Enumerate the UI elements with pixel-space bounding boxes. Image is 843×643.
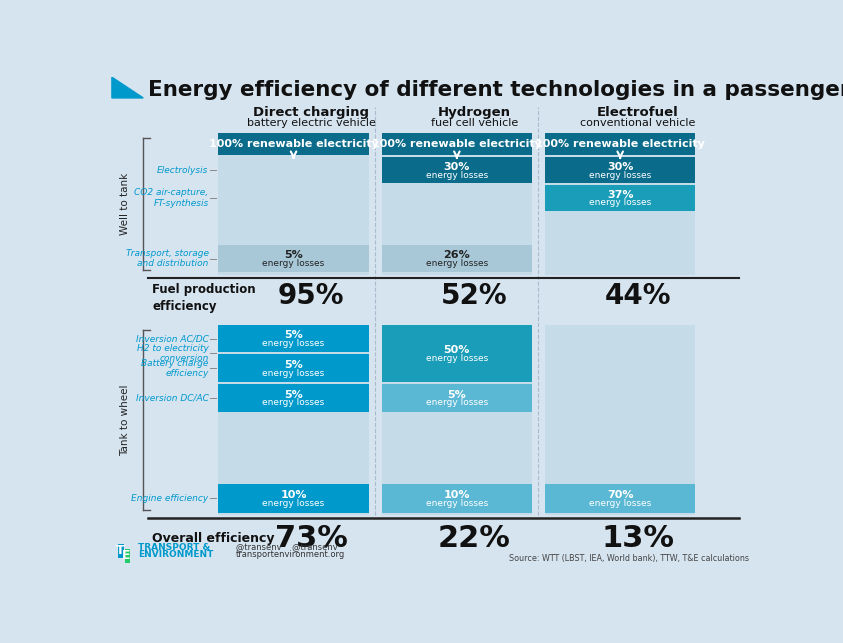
Text: 5%: 5%: [284, 360, 303, 370]
FancyBboxPatch shape: [382, 132, 532, 275]
FancyBboxPatch shape: [382, 384, 532, 412]
Text: transportenvironment.org: transportenvironment.org: [236, 550, 346, 559]
Text: energy losses: energy losses: [589, 170, 652, 179]
Text: energy losses: energy losses: [262, 339, 325, 348]
Text: Tank to wheel: Tank to wheel: [120, 385, 130, 456]
Text: 22%: 22%: [438, 524, 511, 553]
Text: Transport, storage
and distribution: Transport, storage and distribution: [126, 249, 208, 268]
Text: 50%: 50%: [443, 345, 470, 355]
Text: Fuel production
efficiency: Fuel production efficiency: [153, 284, 256, 314]
FancyBboxPatch shape: [218, 384, 368, 412]
FancyBboxPatch shape: [125, 548, 130, 563]
Text: H2 to electricity
conversion: H2 to electricity conversion: [137, 344, 208, 363]
Text: Electrolysis: Electrolysis: [158, 166, 208, 175]
Text: energy losses: energy losses: [426, 259, 488, 268]
Text: 30%: 30%: [443, 162, 470, 172]
Text: T: T: [115, 545, 124, 557]
Text: energy losses: energy losses: [426, 354, 488, 363]
Text: 5%: 5%: [284, 390, 303, 399]
Text: Inversion DC/AC: Inversion DC/AC: [136, 394, 208, 403]
Text: energy losses: energy losses: [589, 499, 652, 508]
Text: 5%: 5%: [284, 250, 303, 260]
Text: Engine efficiency: Engine efficiency: [132, 494, 208, 503]
FancyBboxPatch shape: [545, 185, 695, 211]
Text: Overall efficiency: Overall efficiency: [153, 532, 275, 545]
FancyBboxPatch shape: [218, 245, 368, 272]
Text: 5%: 5%: [284, 330, 303, 340]
FancyBboxPatch shape: [545, 484, 695, 513]
FancyBboxPatch shape: [382, 325, 532, 515]
FancyBboxPatch shape: [218, 132, 368, 275]
Polygon shape: [112, 77, 143, 98]
Text: Well to tank: Well to tank: [120, 173, 130, 235]
Text: conventional vehicle: conventional vehicle: [580, 118, 695, 128]
FancyBboxPatch shape: [382, 158, 532, 183]
Text: energy losses: energy losses: [426, 399, 488, 408]
Text: 100% renewable electricity: 100% renewable electricity: [372, 139, 542, 149]
Text: battery electric vehicle: battery electric vehicle: [247, 118, 376, 128]
FancyBboxPatch shape: [218, 132, 368, 156]
Text: 95%: 95%: [278, 282, 345, 311]
FancyBboxPatch shape: [218, 354, 368, 382]
Text: 10%: 10%: [280, 490, 307, 500]
FancyBboxPatch shape: [218, 325, 368, 352]
Text: energy losses: energy losses: [262, 499, 325, 508]
Text: energy losses: energy losses: [426, 170, 488, 179]
Text: E: E: [122, 549, 131, 563]
FancyBboxPatch shape: [545, 132, 695, 275]
FancyBboxPatch shape: [382, 325, 532, 382]
FancyBboxPatch shape: [382, 245, 532, 272]
FancyBboxPatch shape: [218, 484, 368, 513]
FancyBboxPatch shape: [382, 484, 532, 513]
Text: 30%: 30%: [607, 162, 633, 172]
Text: Inversion AC/DC: Inversion AC/DC: [136, 334, 208, 343]
Text: CO2 air-capture,
FT-synthesis: CO2 air-capture, FT-synthesis: [135, 188, 208, 208]
Text: @transenv    @transenv: @transenv @transenv: [236, 543, 338, 552]
FancyBboxPatch shape: [382, 132, 532, 156]
Text: energy losses: energy losses: [262, 259, 325, 268]
Text: ENVIRONMENT: ENVIRONMENT: [138, 550, 213, 559]
FancyBboxPatch shape: [545, 132, 695, 156]
Text: 13%: 13%: [601, 524, 674, 553]
FancyBboxPatch shape: [118, 543, 124, 558]
Text: 70%: 70%: [607, 490, 633, 500]
Text: Hydrogen: Hydrogen: [438, 106, 511, 120]
Text: Source: WTT (LBST, IEA, World bank), TTW, T&E calculations: Source: WTT (LBST, IEA, World bank), TTW…: [509, 554, 749, 563]
Text: 37%: 37%: [607, 190, 633, 199]
Text: 100% renewable electricity: 100% renewable electricity: [208, 139, 379, 149]
FancyBboxPatch shape: [545, 158, 695, 183]
Text: energy losses: energy losses: [262, 399, 325, 408]
Text: 52%: 52%: [441, 282, 507, 311]
FancyBboxPatch shape: [218, 325, 368, 515]
FancyBboxPatch shape: [545, 325, 695, 515]
Text: 5%: 5%: [448, 390, 466, 399]
Text: Electrofuel: Electrofuel: [597, 106, 679, 120]
Text: energy losses: energy losses: [426, 499, 488, 508]
Text: 73%: 73%: [275, 524, 347, 553]
Text: energy losses: energy losses: [589, 199, 652, 208]
Text: 10%: 10%: [443, 490, 470, 500]
Text: Battery charge
efficiency: Battery charge efficiency: [142, 359, 208, 378]
Text: 44%: 44%: [604, 282, 671, 311]
Text: 100% renewable electricity: 100% renewable electricity: [535, 139, 705, 149]
Text: fuel cell vehicle: fuel cell vehicle: [431, 118, 518, 128]
Text: Energy efficiency of different technologies in a passenger car: Energy efficiency of different technolog…: [148, 80, 843, 100]
Text: energy losses: energy losses: [262, 368, 325, 377]
Text: Direct charging: Direct charging: [253, 106, 369, 120]
Text: 26%: 26%: [443, 250, 470, 260]
Text: TRANSPORT &: TRANSPORT &: [138, 543, 210, 552]
